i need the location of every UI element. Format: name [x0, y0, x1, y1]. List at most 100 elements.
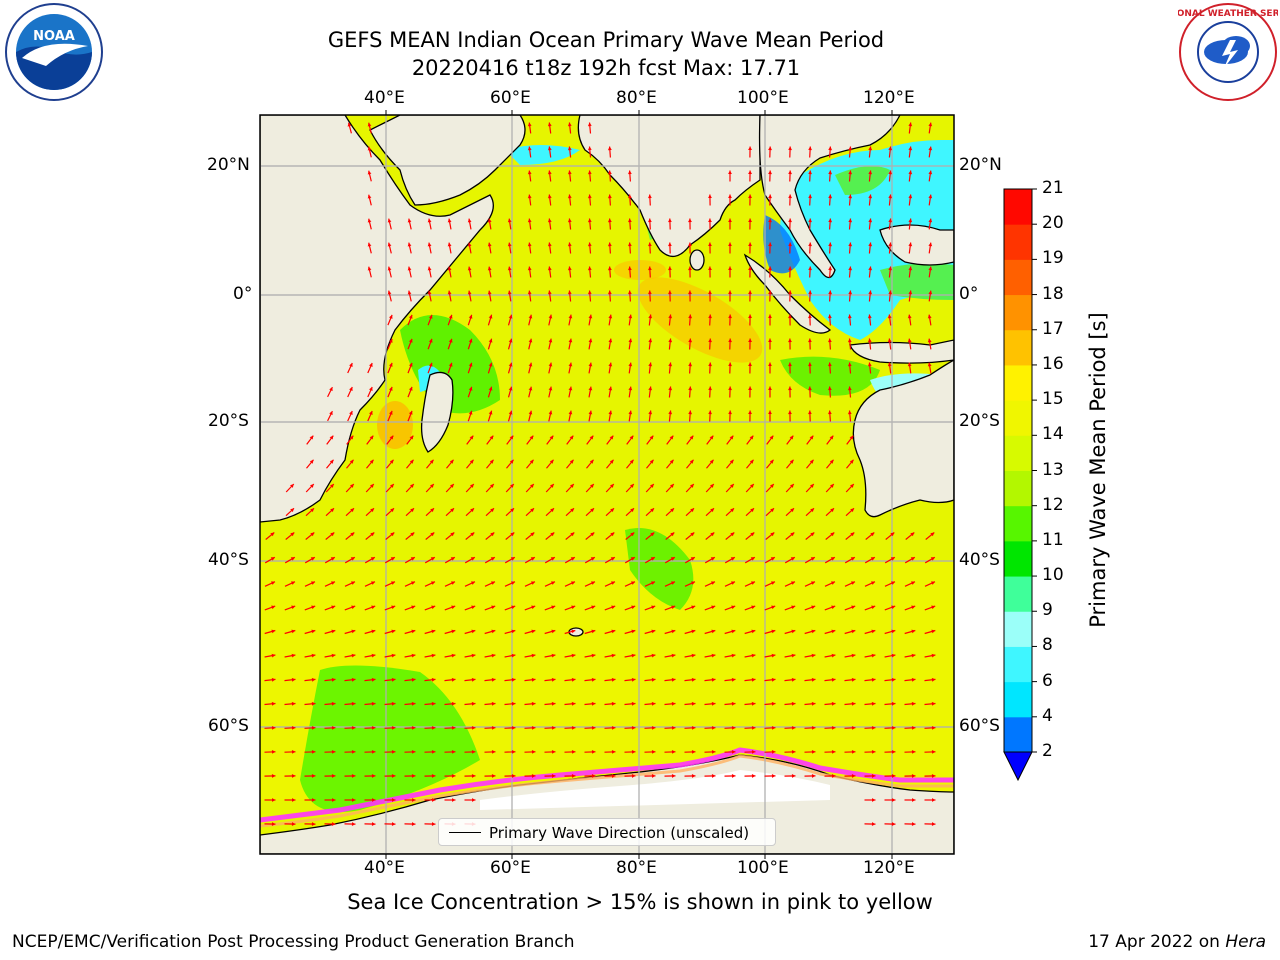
wave-arrow-head: [390, 484, 394, 488]
wave-arrow-head: [830, 532, 835, 537]
wave-arrow-head: [689, 435, 694, 440]
wave-arrow-head: [849, 435, 854, 440]
wave-arrow-head: [591, 605, 596, 610]
wave-arrow-head: [849, 459, 854, 464]
wave-arrow-head: [587, 170, 592, 175]
wave-arrow-head: [351, 581, 355, 585]
wave-arrow-head: [608, 338, 613, 343]
wave-arrow-head: [731, 629, 736, 634]
wave-arrow-head: [290, 557, 295, 561]
wave-arrow-head: [691, 653, 696, 658]
wave-arrow-head: [770, 484, 774, 488]
wave-arrow-head: [872, 798, 876, 802]
wave-arrow-head: [828, 266, 833, 271]
wave-arrow-head: [771, 653, 776, 658]
wave-arrow-head: [488, 362, 493, 367]
wave-arrow-head: [488, 386, 493, 391]
wave-arrow-head: [670, 557, 675, 561]
lon-label-bottom-40e: 40°E: [364, 858, 405, 878]
wave-arrow-head: [830, 508, 834, 513]
wave-arrow-head: [487, 290, 492, 295]
land-india: [577, 115, 761, 257]
lon-label-bottom-100e: 100°E: [737, 858, 789, 878]
wave-arrow-head: [828, 362, 832, 367]
wave-arrow-head: [729, 435, 734, 440]
wave-arrow-head: [571, 677, 576, 682]
wave-arrow-head: [548, 410, 553, 415]
wave-arrow-head: [768, 338, 772, 342]
wave-arrow-head: [551, 653, 556, 658]
wave-arrow-head: [771, 605, 776, 610]
wave-arrow-head: [788, 266, 792, 271]
wave-arrow-head: [410, 532, 415, 537]
wave-arrow-head: [550, 484, 554, 488]
lon-label-top-80e: 80°E: [616, 88, 657, 108]
wave-arrow-head: [810, 508, 814, 513]
wave-arrow-head: [311, 726, 316, 730]
wave-arrow-head: [631, 750, 636, 754]
wave-arrow-head: [648, 290, 652, 295]
wave-arrow-head: [389, 410, 393, 415]
wave-arrow-head: [550, 532, 555, 537]
wave-arrow-head: [688, 386, 693, 391]
wave-arrow-head: [370, 508, 374, 513]
wave-arrow-head: [891, 677, 896, 682]
wave-arrow-head: [908, 146, 913, 151]
wave-arrow-head: [587, 266, 592, 271]
wave-arrow-head: [391, 822, 396, 826]
wave-arrow-head: [829, 435, 834, 440]
lat-label-right-20n: 20°N: [959, 155, 1002, 175]
orange-patch-north: [614, 260, 666, 280]
wave-arrow-head: [648, 314, 653, 319]
wave-arrow-head: [531, 653, 536, 658]
wave-arrow-head: [527, 122, 532, 127]
gridlines: [260, 115, 954, 854]
wave-arrow-head: [748, 242, 752, 246]
wave-arrow-head: [691, 726, 696, 730]
wave-arrow-head: [648, 410, 653, 415]
colorbar-segment: [1004, 611, 1032, 647]
lat-label-left-60s: 60°S: [208, 716, 249, 736]
wave-arrow-head: [748, 170, 752, 174]
wave-arrow-head: [391, 653, 396, 658]
cyan-region-red-sea: [505, 145, 580, 165]
wave-arrow-head: [451, 629, 456, 634]
wave-arrow-head: [391, 701, 396, 706]
wave-arrow-head: [329, 435, 334, 440]
wave-arrow-head: [529, 435, 534, 440]
wave-arrow-head: [548, 362, 553, 367]
wave-arrow-head: [848, 242, 853, 247]
wave-arrow-head: [291, 581, 295, 585]
wave-arrow-head: [450, 484, 454, 488]
wave-arrow-head: [651, 726, 656, 730]
wave-arrow-head: [291, 774, 296, 778]
wave-arrow-head: [372, 798, 376, 802]
wave-arrow-head: [310, 484, 314, 488]
colorbar-tick-label: 8: [1042, 635, 1053, 656]
wave-arrow-head: [830, 484, 834, 488]
wave-arrow-head: [447, 218, 452, 223]
wave-arrow-head: [751, 750, 756, 754]
wave-arrow-head: [547, 290, 552, 295]
wave-arrow-head: [549, 459, 554, 464]
wave-arrow-head: [810, 557, 815, 561]
wave-arrow-head: [690, 508, 694, 513]
wave-arrow-head: [291, 701, 296, 706]
svg-text:NATIONAL WEATHER SERVICE: NATIONAL WEATHER SERVICE: [1178, 9, 1278, 19]
wave-arrow-head: [828, 242, 833, 247]
wave-arrow-head: [628, 314, 633, 319]
wave-arrow-head: [431, 701, 436, 706]
wave-arrow-head: [610, 532, 615, 537]
wave-arrow-head: [270, 557, 275, 561]
wave-arrow-head: [708, 290, 712, 294]
wave-arrow-head: [651, 701, 656, 706]
wave-arrow-head: [711, 726, 716, 730]
wave-arrow-head: [708, 266, 712, 270]
wave-arrow-head: [568, 410, 573, 415]
wave-arrow-head: [587, 218, 592, 223]
wave-arrow-head: [829, 459, 834, 464]
wave-arrow-head: [531, 774, 536, 778]
wave-arrow-head: [751, 653, 756, 658]
wave-arrow-head: [487, 266, 492, 271]
